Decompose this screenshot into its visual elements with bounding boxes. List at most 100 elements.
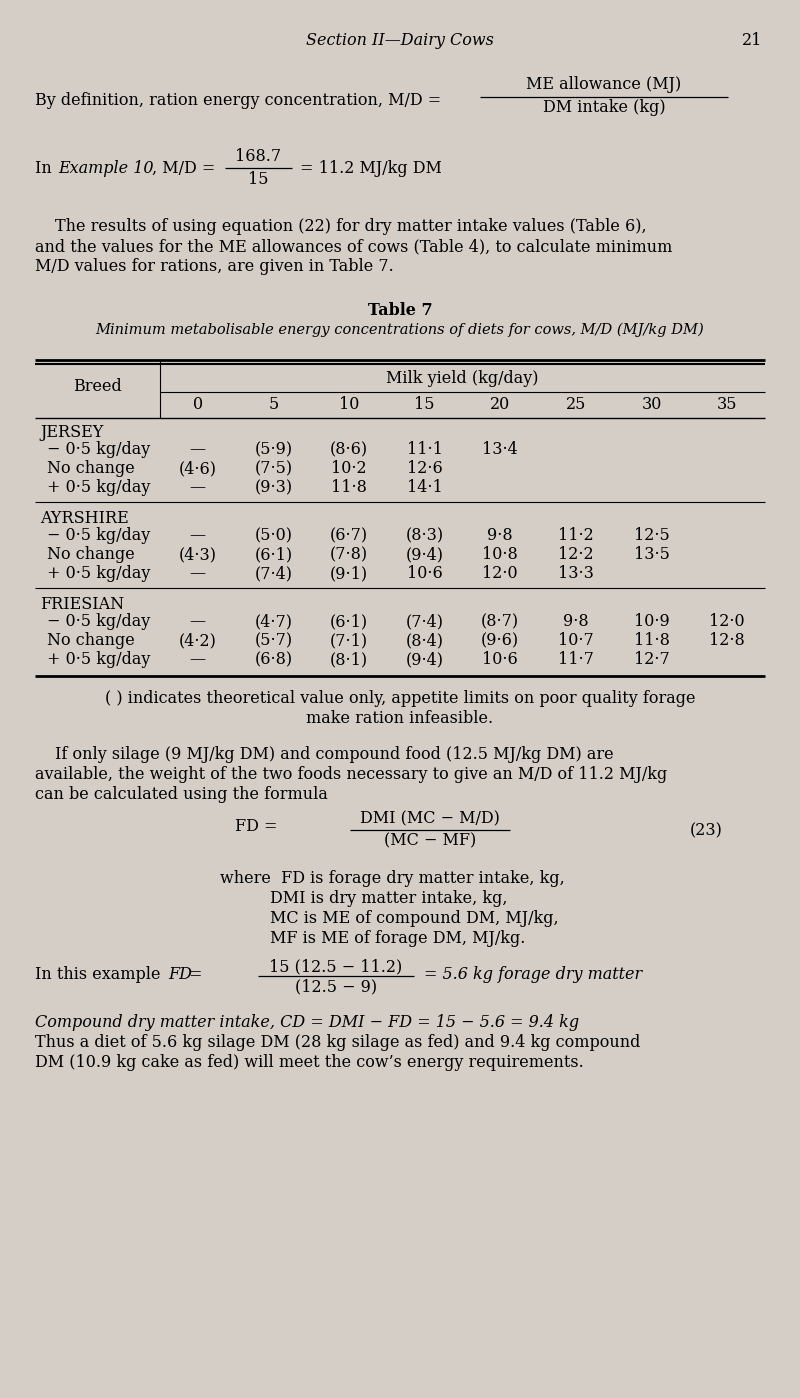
Text: Table 7: Table 7 — [368, 302, 432, 319]
Text: 10·7: 10·7 — [558, 632, 594, 649]
Text: No change: No change — [47, 632, 134, 649]
Text: (8·4): (8·4) — [406, 632, 444, 649]
Text: (9·4): (9·4) — [406, 547, 444, 563]
Text: (9·4): (9·4) — [406, 651, 444, 668]
Text: AYRSHIRE: AYRSHIRE — [40, 510, 129, 527]
Text: DMI is dry matter intake, kg,: DMI is dry matter intake, kg, — [270, 891, 507, 907]
Text: = 11.2 MJ/kg DM: = 11.2 MJ/kg DM — [300, 159, 442, 178]
Text: The results of using equation (22) for dry matter intake values (Table 6),: The results of using equation (22) for d… — [55, 218, 646, 235]
Text: and the values for the ME allowances of cows (Table 4), to calculate minimum: and the values for the ME allowances of … — [35, 238, 672, 254]
Text: DM (10.9 kg cake as fed) will meet the cow’s energy requirements.: DM (10.9 kg cake as fed) will meet the c… — [35, 1054, 584, 1071]
Text: (12.5 − 9): (12.5 − 9) — [295, 979, 377, 995]
Text: can be calculated using the formula: can be calculated using the formula — [35, 786, 328, 802]
Text: If only silage (9 MJ/kg DM) and compound food (12.5 MJ/kg DM) are: If only silage (9 MJ/kg DM) and compound… — [55, 747, 614, 763]
Text: In: In — [35, 159, 57, 178]
Text: (8·7): (8·7) — [482, 612, 519, 630]
Text: (9·1): (9·1) — [330, 565, 368, 582]
Text: make ration infeasible.: make ration infeasible. — [306, 710, 494, 727]
Text: 12·8: 12·8 — [710, 632, 745, 649]
Text: ( ) indicates theoretical value only, appetite limits on poor quality forage: ( ) indicates theoretical value only, ap… — [105, 691, 695, 707]
Text: 11·7: 11·7 — [558, 651, 594, 668]
Text: 11·8: 11·8 — [331, 480, 367, 496]
Text: No change: No change — [47, 460, 134, 477]
Text: = 5.6 kg forage dry matter: = 5.6 kg forage dry matter — [424, 966, 642, 983]
Text: (8·1): (8·1) — [330, 651, 368, 668]
Text: FD =: FD = — [235, 818, 278, 835]
Text: (6·1): (6·1) — [254, 547, 293, 563]
Text: (7·5): (7·5) — [254, 460, 293, 477]
Text: Minimum metabolisable energy concentrations of diets for cows, M/D (MJ/kg DM): Minimum metabolisable energy concentrati… — [96, 323, 704, 337]
Text: 21: 21 — [742, 32, 762, 49]
Text: MC is ME of compound DM, MJ/kg,: MC is ME of compound DM, MJ/kg, — [270, 910, 558, 927]
Text: 9·8: 9·8 — [487, 527, 513, 544]
Text: 12·6: 12·6 — [407, 460, 442, 477]
Text: 15 (12.5 − 11.2): 15 (12.5 − 11.2) — [270, 958, 402, 974]
Text: + 0·5 kg/day: + 0·5 kg/day — [47, 651, 150, 668]
Text: 12·0: 12·0 — [710, 612, 745, 630]
Text: (7·1): (7·1) — [330, 632, 368, 649]
Text: 10·9: 10·9 — [634, 612, 670, 630]
Text: (4·6): (4·6) — [179, 460, 217, 477]
Text: (5·7): (5·7) — [254, 632, 293, 649]
Text: ME allowance (MJ): ME allowance (MJ) — [526, 75, 682, 94]
Text: —: — — [190, 612, 206, 630]
Text: + 0·5 kg/day: + 0·5 kg/day — [47, 480, 150, 496]
Text: —: — — [190, 651, 206, 668]
Text: 11·8: 11·8 — [634, 632, 670, 649]
Text: 9·8: 9·8 — [563, 612, 589, 630]
Text: —: — — [190, 565, 206, 582]
Text: 11·2: 11·2 — [558, 527, 594, 544]
Text: (5·9): (5·9) — [254, 440, 293, 459]
Text: —: — — [190, 440, 206, 459]
Text: 0: 0 — [193, 396, 203, 412]
Text: where  FD is forage dry matter intake, kg,: where FD is forage dry matter intake, kg… — [220, 870, 565, 886]
Text: 20: 20 — [490, 396, 510, 412]
Text: (6·1): (6·1) — [330, 612, 368, 630]
Text: 13·5: 13·5 — [634, 547, 670, 563]
Text: 12·0: 12·0 — [482, 565, 518, 582]
Text: M/D values for rations, are given in Table 7.: M/D values for rations, are given in Tab… — [35, 259, 394, 275]
Text: DM intake (kg): DM intake (kg) — [542, 99, 666, 116]
Text: =: = — [188, 966, 202, 983]
Text: 5: 5 — [268, 396, 278, 412]
Text: (8·3): (8·3) — [406, 527, 444, 544]
Text: 14·1: 14·1 — [407, 480, 442, 496]
Text: (4·2): (4·2) — [179, 632, 217, 649]
Text: − 0·5 kg/day: − 0·5 kg/day — [47, 527, 150, 544]
Text: (7·4): (7·4) — [254, 565, 293, 582]
Text: 15: 15 — [414, 396, 435, 412]
Text: No change: No change — [47, 547, 134, 563]
Text: (9·6): (9·6) — [482, 632, 519, 649]
Text: 13·4: 13·4 — [482, 440, 518, 459]
Text: 10·8: 10·8 — [482, 547, 518, 563]
Text: (9·3): (9·3) — [254, 480, 293, 496]
Text: (6·8): (6·8) — [254, 651, 293, 668]
Text: 168.7: 168.7 — [235, 148, 281, 165]
Text: Section II—Dairy Cows: Section II—Dairy Cows — [306, 32, 494, 49]
Text: (7·4): (7·4) — [406, 612, 444, 630]
Text: 10·6: 10·6 — [407, 565, 442, 582]
Text: (4·7): (4·7) — [254, 612, 293, 630]
Text: In this example: In this example — [35, 966, 166, 983]
Text: 12·7: 12·7 — [634, 651, 670, 668]
Text: , M/D =: , M/D = — [152, 159, 215, 178]
Text: FD: FD — [168, 966, 192, 983]
Text: (6·7): (6·7) — [330, 527, 368, 544]
Text: (23): (23) — [690, 822, 723, 839]
Text: DMI (MC − M/D): DMI (MC − M/D) — [360, 809, 500, 828]
Text: MF is ME of forage DM, MJ/kg.: MF is ME of forage DM, MJ/kg. — [270, 930, 526, 946]
Text: Breed: Breed — [73, 377, 122, 396]
Text: 15: 15 — [248, 171, 268, 187]
Text: (5·0): (5·0) — [254, 527, 293, 544]
Text: 30: 30 — [642, 396, 662, 412]
Text: 25: 25 — [566, 396, 586, 412]
Text: + 0·5 kg/day: + 0·5 kg/day — [47, 565, 150, 582]
Text: 12·5: 12·5 — [634, 527, 670, 544]
Text: 13·3: 13·3 — [558, 565, 594, 582]
Text: − 0·5 kg/day: − 0·5 kg/day — [47, 612, 150, 630]
Text: Compound dry matter intake, CD = DMI − FD = 15 − 5.6 = 9.4 kg: Compound dry matter intake, CD = DMI − F… — [35, 1014, 579, 1030]
Text: 10·6: 10·6 — [482, 651, 518, 668]
Text: − 0·5 kg/day: − 0·5 kg/day — [47, 440, 150, 459]
Text: —: — — [190, 527, 206, 544]
Text: JERSEY: JERSEY — [40, 424, 103, 440]
